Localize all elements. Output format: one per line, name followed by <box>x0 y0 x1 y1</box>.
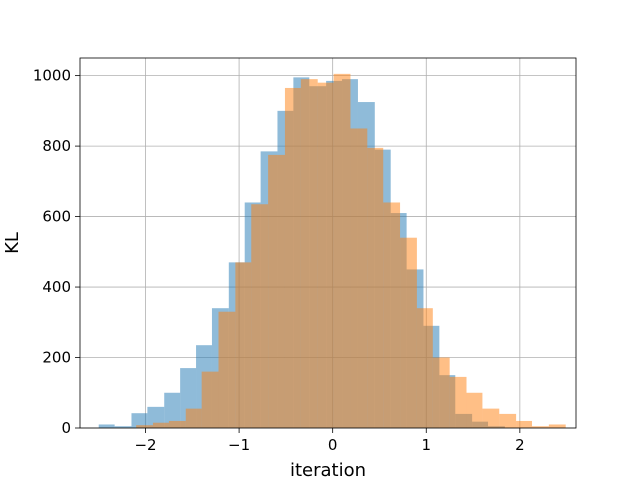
y-tick-label: 200 <box>42 349 71 367</box>
bars-layer <box>98 73 566 429</box>
x-axis-label: iteration <box>290 460 366 480</box>
x-tick-label: −1 <box>228 436 250 454</box>
histogram-bar-series-2 <box>350 128 368 428</box>
histogram-bar-series-2 <box>235 262 252 428</box>
y-tick-label: 800 <box>42 137 71 155</box>
histogram-bar-series-2 <box>136 425 153 428</box>
y-tick-label: 400 <box>42 278 71 296</box>
y-tick-label: 600 <box>42 208 71 226</box>
histogram-bar-series-2 <box>432 357 450 428</box>
histogram-bar-series-2 <box>333 73 351 428</box>
x-tick-label: −2 <box>134 436 156 454</box>
x-tick-label: 1 <box>421 436 431 454</box>
histogram-bar-series-2 <box>416 308 433 428</box>
histogram-bar-series-2 <box>284 87 301 428</box>
histogram-bar-series-2 <box>185 408 202 428</box>
histogram-bar-series-1 <box>131 413 148 428</box>
y-axis-label: KL <box>2 232 23 254</box>
histogram-bar-series-1 <box>98 424 115 428</box>
histogram-bar-series-2 <box>383 202 401 428</box>
histogram-bar-series-2 <box>317 82 334 429</box>
histogram-bar-series-1 <box>114 426 132 428</box>
histogram-bar-series-2 <box>300 79 318 429</box>
histogram-bar-series-2 <box>168 420 186 428</box>
y-tick-label: 0 <box>61 419 71 437</box>
histogram-bar-series-2 <box>548 424 566 428</box>
histogram-bar-series-2 <box>449 376 467 428</box>
histogram-bar-series-2 <box>400 237 417 428</box>
histogram-bar-series-2 <box>218 311 236 428</box>
histogram-bar-series-2 <box>367 147 384 428</box>
plot-frame <box>79 57 577 429</box>
histogram-bar-series-2 <box>532 426 549 428</box>
histogram-bar-series-2 <box>152 422 169 428</box>
histogram-bar-series-2 <box>201 371 219 428</box>
histogram-bar-series-2 <box>268 154 285 428</box>
ticks-layer: −2 −1 0 1 2 0 200 400 600 800 1000 <box>33 67 525 454</box>
x-tick-label: 2 <box>515 436 525 454</box>
histogram-bar-series-1 <box>164 392 181 428</box>
histogram-bar-series-2 <box>499 413 517 428</box>
histogram-bar-series-2 <box>251 204 269 428</box>
histogram-bar-series-2 <box>516 420 533 428</box>
histogram-bar-series-2 <box>482 408 500 428</box>
x-tick-label: 0 <box>328 436 338 454</box>
histogram-bar-series-2 <box>466 392 483 428</box>
y-tick-label: 1000 <box>33 67 71 85</box>
